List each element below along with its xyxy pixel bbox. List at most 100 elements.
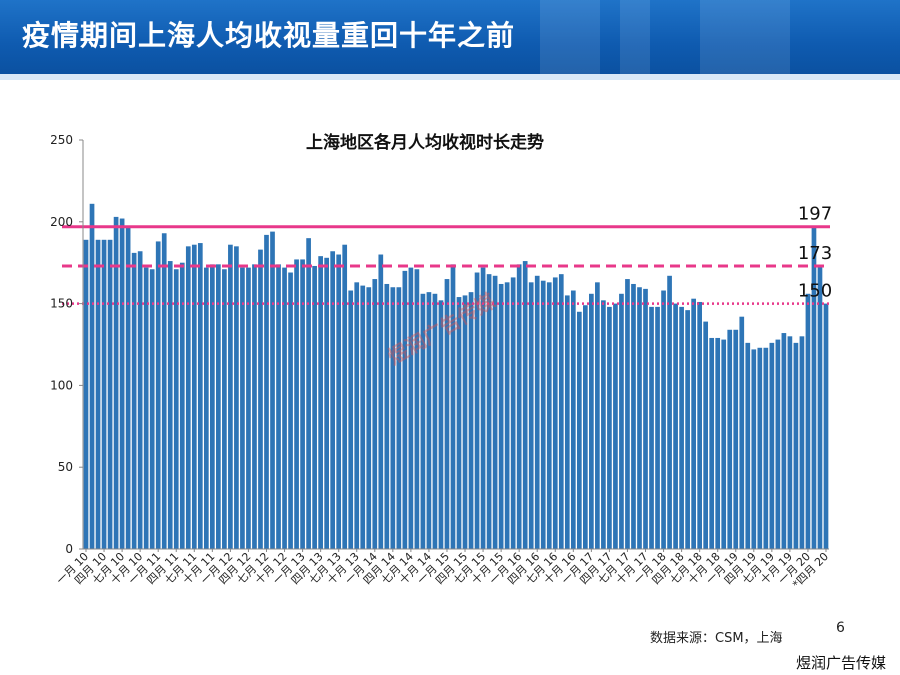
- bar: [480, 267, 486, 549]
- bar: [613, 303, 618, 549]
- reference-line-label: 150: [798, 281, 832, 302]
- bar: [697, 301, 702, 549]
- bar: [576, 311, 582, 549]
- bar: [336, 254, 342, 549]
- bar: [805, 293, 811, 549]
- bar: [101, 239, 107, 549]
- bar: [89, 203, 95, 549]
- bar: [426, 292, 432, 549]
- bar: [390, 287, 396, 549]
- bar: [372, 279, 378, 549]
- bar: [607, 306, 612, 549]
- bar: [703, 321, 709, 549]
- reference-lines: 197 173 150: [62, 204, 832, 305]
- bar: [288, 272, 293, 549]
- bar: [246, 267, 251, 549]
- bar: [793, 342, 799, 549]
- bar: [763, 347, 769, 549]
- bar: [516, 264, 522, 549]
- bar: [811, 226, 817, 549]
- bar: [733, 329, 739, 549]
- bar: [649, 306, 654, 549]
- bar: [155, 241, 161, 549]
- bar: [179, 262, 185, 549]
- banner-decoration: [540, 0, 600, 80]
- bar: [661, 290, 666, 549]
- bar: [276, 264, 281, 549]
- bar: [203, 267, 209, 549]
- bar: [185, 246, 191, 549]
- bar: [721, 339, 727, 549]
- bar: [119, 218, 125, 549]
- bar: [456, 297, 462, 549]
- bar: [83, 239, 89, 549]
- bar: [384, 283, 390, 549]
- bar: [709, 337, 715, 549]
- bar: [131, 252, 137, 549]
- bar: [504, 282, 510, 549]
- bar: [149, 269, 155, 549]
- bar: [817, 265, 823, 549]
- bar: [462, 295, 468, 549]
- y-tick-label: 100: [50, 378, 73, 392]
- bar: [528, 282, 534, 549]
- y-tick-label: 150: [50, 297, 73, 311]
- bar: [240, 267, 245, 549]
- banner-decoration: [700, 0, 790, 80]
- y-tick-label: 0: [65, 542, 73, 556]
- bar: [438, 300, 444, 549]
- bar: [745, 342, 751, 549]
- bar: [619, 293, 624, 549]
- bar: [450, 264, 456, 549]
- bar: [95, 239, 101, 549]
- bar: [420, 293, 426, 549]
- bar: [264, 234, 269, 549]
- bar: [414, 269, 420, 549]
- bar: [137, 251, 143, 550]
- bar: [637, 287, 642, 549]
- y-tick-label: 50: [58, 460, 73, 474]
- y-tick-label: 200: [50, 215, 73, 229]
- bar: [691, 298, 696, 549]
- bar: [402, 270, 408, 549]
- data-source: 数据来源：CSM，上海: [650, 631, 783, 646]
- bar: [552, 277, 558, 549]
- bar: [510, 277, 516, 549]
- bar: [324, 257, 329, 549]
- bar: [673, 303, 678, 549]
- reference-line-label: 173: [798, 243, 832, 264]
- bar: [715, 337, 721, 549]
- bar: [197, 243, 203, 549]
- bar: [739, 316, 745, 549]
- y-tick-label: 250: [50, 133, 73, 147]
- bar: [546, 282, 552, 549]
- bar: [583, 305, 588, 549]
- bar: [216, 264, 221, 549]
- bar: [312, 265, 317, 549]
- bar: [781, 333, 787, 549]
- bar: [113, 216, 119, 549]
- y-axis-ticks: 0 50 100 150 200 250: [50, 133, 83, 556]
- bar-series: [83, 203, 829, 550]
- bar: [173, 269, 179, 549]
- bar: [534, 275, 540, 549]
- bar: [354, 282, 360, 549]
- bar: [631, 283, 636, 549]
- brand-label: 煜润广告传媒: [796, 654, 887, 672]
- slide-title: 疫情期间上海人均收视量重回十年之前: [22, 19, 516, 52]
- reference-line-label: 197: [798, 204, 832, 225]
- bar: [468, 292, 474, 549]
- bar: [601, 300, 606, 549]
- bar: [625, 279, 630, 549]
- bar: [799, 336, 805, 549]
- bar: [282, 267, 287, 549]
- bar: [191, 244, 197, 550]
- bar: [498, 283, 504, 549]
- bar: [107, 239, 113, 549]
- bar: [228, 244, 233, 550]
- bar: [252, 264, 257, 549]
- page-number: 6: [836, 620, 845, 636]
- title-banner: 疫情期间上海人均收视量重回十年之前: [0, 0, 900, 80]
- bar: [685, 310, 690, 549]
- banner-strip: [0, 74, 900, 80]
